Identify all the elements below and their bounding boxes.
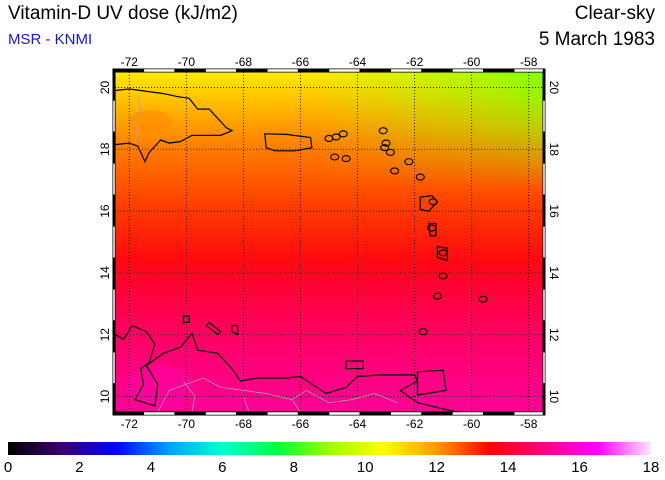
island-coast [331, 133, 341, 141]
trinidad-coast [416, 369, 447, 396]
aruba-coast [182, 315, 190, 323]
lon-tick-label-top: -64 [349, 55, 367, 69]
island-coast [330, 153, 340, 161]
bonaire-coast [231, 324, 239, 336]
margarita-coast [345, 360, 364, 370]
border-line [134, 96, 142, 144]
map-title: Vitamin-D UV dose (kJ/m2) [8, 3, 238, 24]
island-coast [385, 148, 395, 156]
island-coast [378, 127, 388, 135]
lat-tick-label-left: 14 [98, 266, 112, 280]
colorbar-tick-label: 4 [146, 459, 156, 476]
lon-tick-label-bottom: -60 [463, 417, 481, 431]
island-coast [438, 272, 448, 280]
lat-tick-label-right: 12 [547, 328, 561, 342]
lon-tick-label-top: -62 [406, 55, 424, 69]
colorbar-tick-label: 12 [428, 459, 445, 476]
guadeloupe-coast [419, 194, 439, 212]
graticule [115, 72, 543, 412]
martinique-coast [436, 245, 448, 262]
lat-tick-label-right: 18 [547, 143, 561, 157]
hispaniola-coast [115, 88, 234, 164]
lon-tick-label-bottom: -68 [235, 417, 253, 431]
colorbar-tick-label: 18 [642, 459, 660, 476]
lon-tick-label-bottom: -70 [178, 417, 196, 431]
lon-tick-label-top: -72 [121, 55, 139, 69]
island-coast [432, 292, 442, 300]
lon-tick-label-bottom: -64 [349, 417, 367, 431]
lon-tick-label-bottom: -58 [520, 417, 538, 431]
lon-tick-label-top: -70 [178, 55, 196, 69]
lat-tick-label-right: 16 [547, 204, 561, 218]
colorbar-tick-label: 6 [218, 459, 227, 476]
island-coast [381, 139, 391, 147]
lat-tick-label-left: 18 [98, 142, 112, 156]
source-label: MSR - KNMI [8, 31, 93, 48]
lat-tick-label-right: 10 [547, 390, 561, 404]
map-frame [112, 68, 546, 416]
colorbar-tick-label: 2 [75, 459, 84, 476]
south-america-coast [115, 324, 458, 412]
state-border-line [157, 377, 398, 412]
island-coast [341, 154, 351, 163]
island-coast [390, 167, 400, 175]
lat-tick-label-right: 14 [547, 266, 561, 280]
date-label: 5 March 1983 [538, 29, 655, 50]
colorbar-tick-label: 8 [289, 459, 298, 476]
lon-tick-label-top: -60 [463, 55, 481, 69]
colorbar-tick-label: 10 [356, 459, 374, 476]
coastlines [115, 88, 488, 412]
island-coast [380, 144, 390, 152]
sky-condition-label: Clear-sky [574, 3, 655, 24]
lon-tick-label-bottom: -72 [121, 417, 139, 431]
island-coast [338, 130, 348, 138]
scale-bar-segment [542, 383, 546, 416]
island-coast [404, 158, 414, 166]
lat-tick-label-right: 20 [547, 81, 561, 95]
lon-tick-label-bottom: -66 [292, 417, 310, 431]
lat-tick-label-left: 12 [98, 328, 112, 342]
dominica-coast [428, 222, 437, 237]
lat-tick-label-left: 16 [98, 204, 112, 218]
lon-tick-label-top: -68 [235, 55, 253, 69]
island-coast [415, 173, 425, 181]
state-border-line [243, 396, 250, 412]
island-coast [478, 295, 488, 303]
colorbar-tick-label: 16 [571, 459, 588, 476]
scale-bar-segment [112, 383, 116, 416]
colorbar-tick-label: 14 [499, 459, 517, 476]
colorbar-gradient [8, 442, 651, 455]
lat-tick-label-left: 10 [98, 390, 112, 404]
colorbar-tick-label: 0 [3, 459, 13, 476]
curacao-coast [205, 321, 222, 336]
lon-tick-label-top: -58 [520, 55, 538, 69]
puerto-rico-coast [264, 133, 313, 152]
state-border-line [291, 399, 301, 412]
state-border-line [183, 380, 196, 412]
dose-field [115, 72, 543, 412]
axis-ticks: -72 -72 -70 -70 -68 -68 -66 -66 -64 -64 -62 -62 -60 -… [98, 55, 561, 431]
island-coast [418, 328, 428, 336]
lat-tick-label-left: 20 [98, 80, 112, 94]
lon-tick-label-bottom: -62 [406, 417, 424, 431]
lon-tick-label-top: -66 [292, 55, 310, 69]
